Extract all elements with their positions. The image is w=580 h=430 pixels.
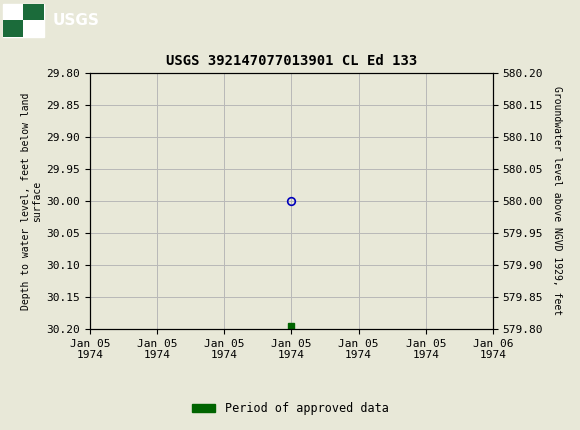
Y-axis label: Groundwater level above NGVD 1929, feet: Groundwater level above NGVD 1929, feet	[552, 86, 561, 316]
Legend: Period of approved data: Period of approved data	[187, 397, 393, 420]
Bar	[3, 4, 43, 37]
Bar	[23, 4, 44, 20]
Bar	[3, 20, 23, 37]
Y-axis label: Depth to water level, feet below land
surface: Depth to water level, feet below land su…	[21, 92, 42, 310]
Text: USGS: USGS	[52, 13, 99, 28]
Title: USGS 392147077013901 CL Ed 133: USGS 392147077013901 CL Ed 133	[166, 54, 417, 68]
